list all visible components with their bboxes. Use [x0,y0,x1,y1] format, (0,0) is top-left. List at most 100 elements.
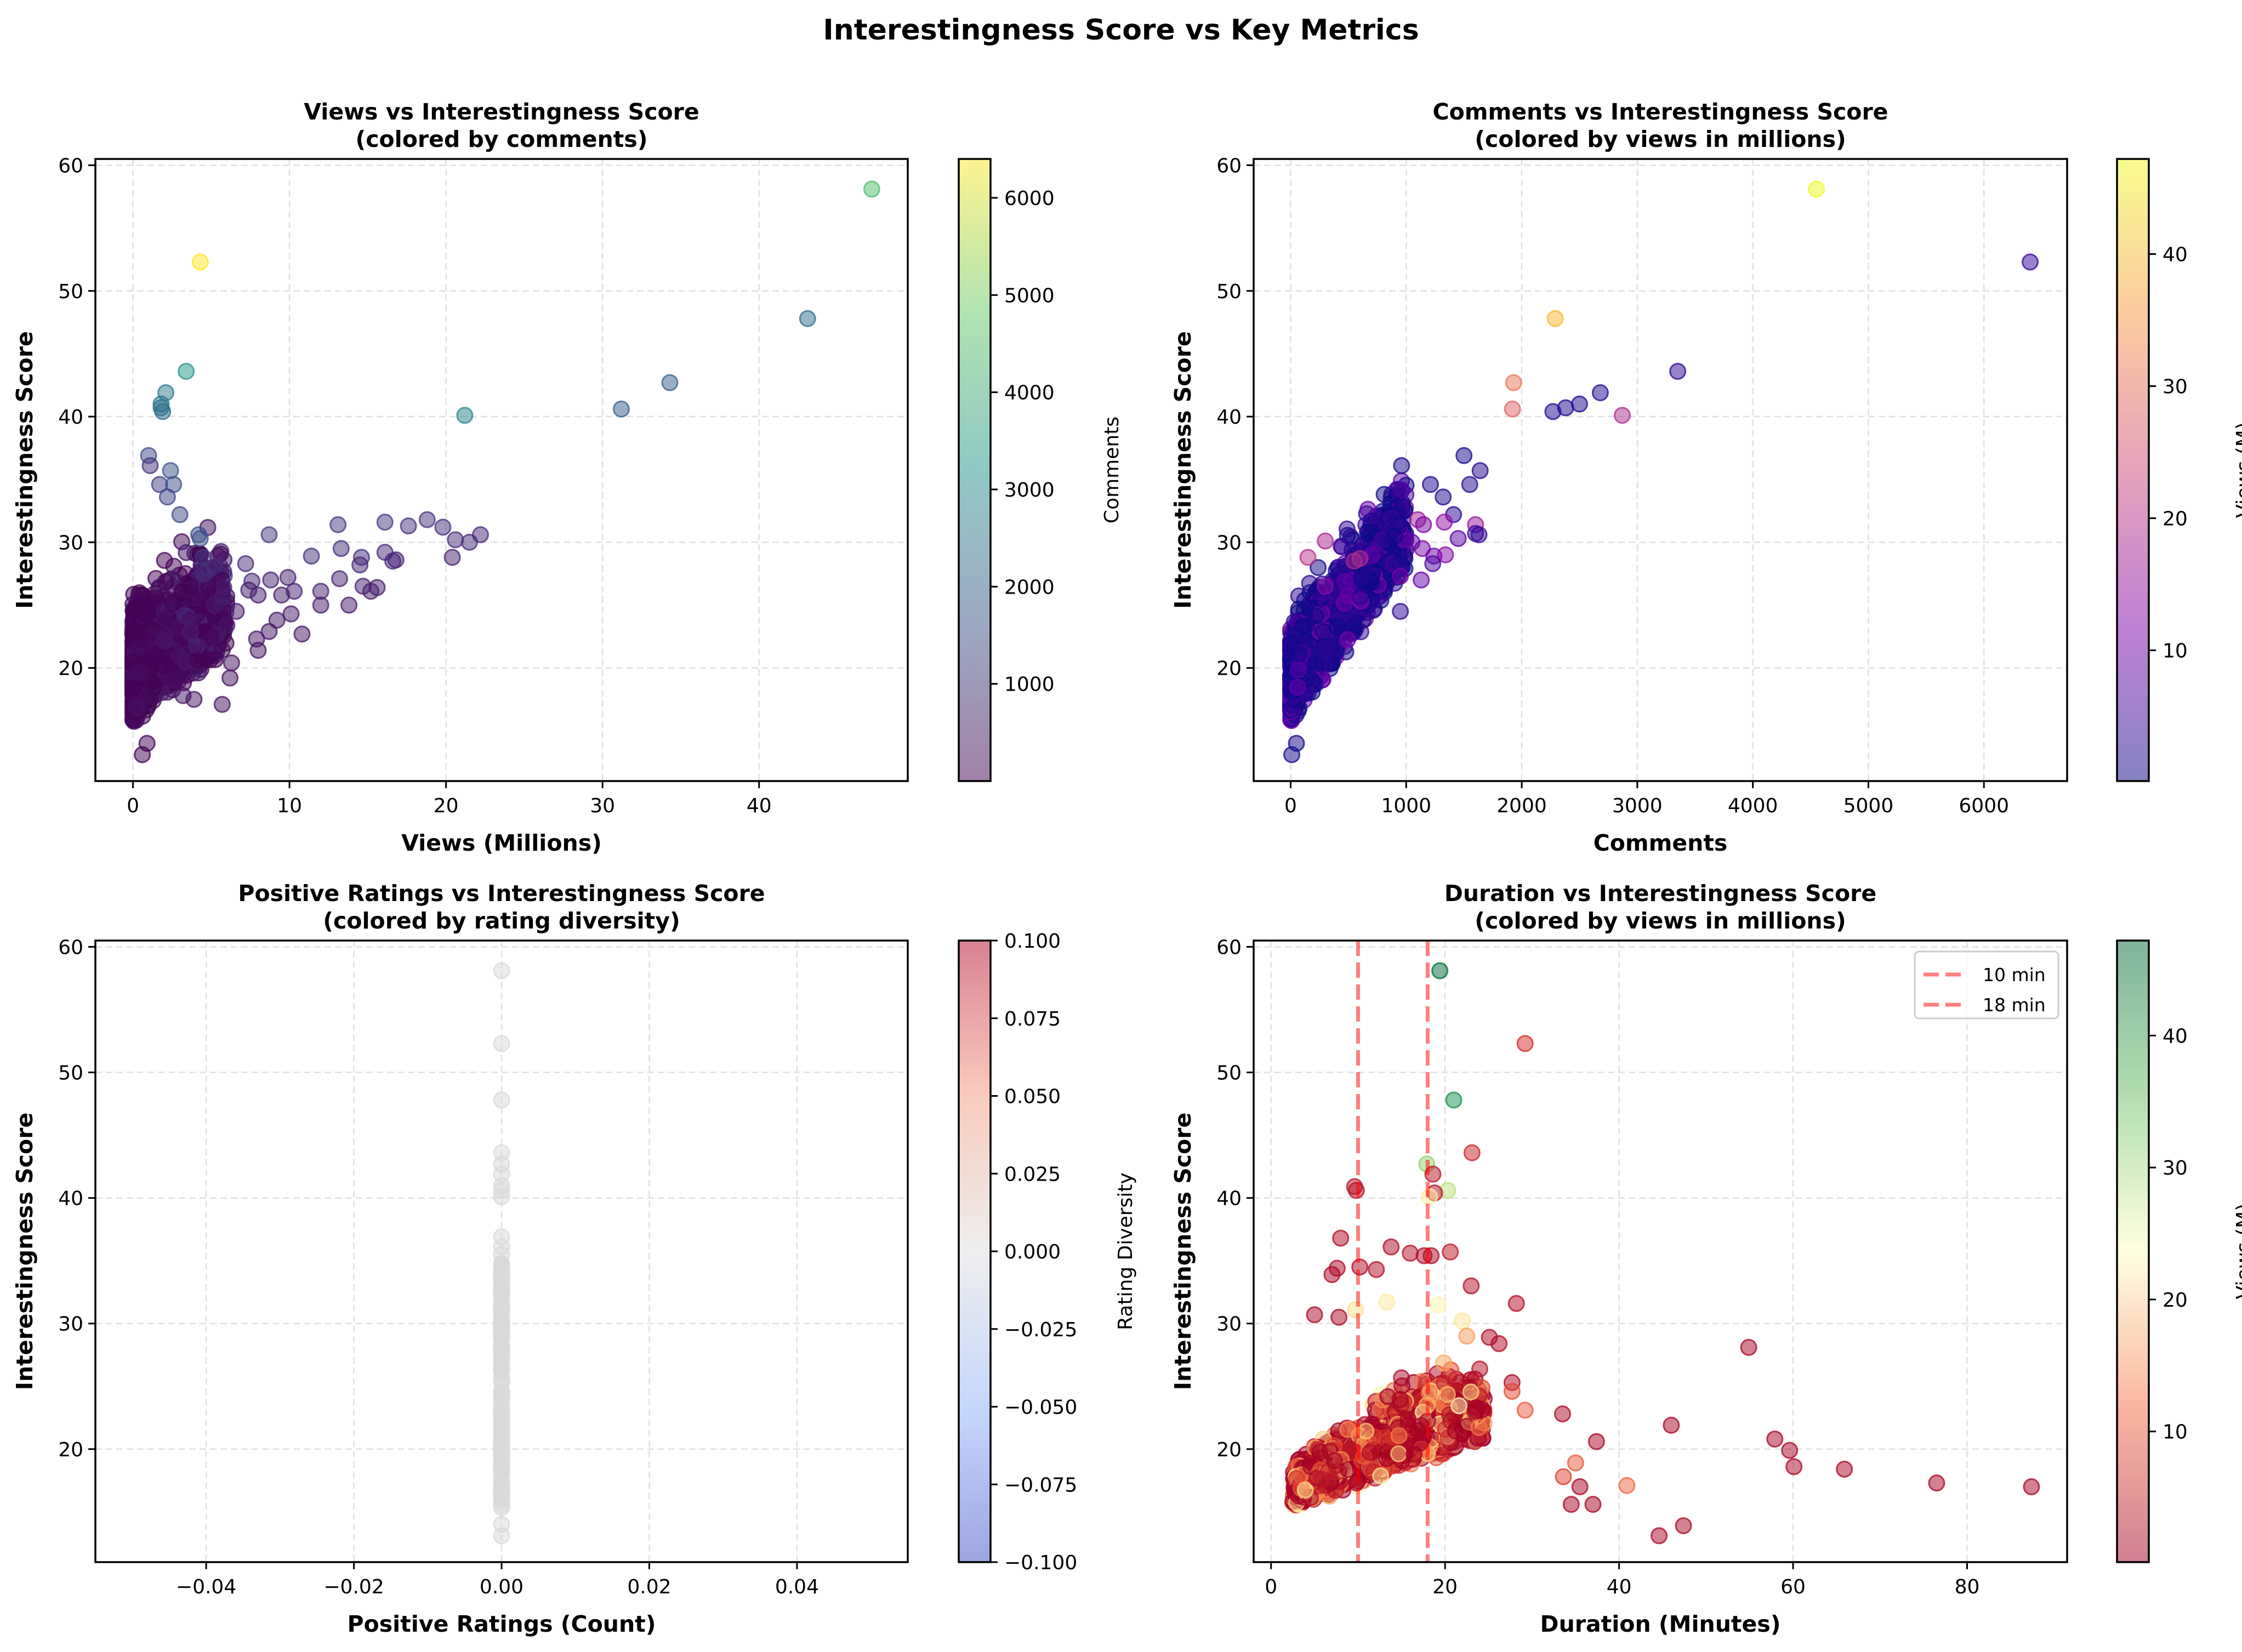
scatter-point [312,596,329,614]
x-tick-label: 0.04 [775,1576,819,1598]
scatter-point-cluster [1288,1470,1305,1488]
scatter-point [447,531,464,549]
figure-suptitle: Interestingness Score vs Key Metrics [823,14,1419,47]
scatter-point-cluster [493,1361,510,1378]
scatter-point [493,1035,510,1052]
scatter-point [158,488,176,506]
scatter-point [1378,1294,1396,1311]
scatter-point [1330,1308,1348,1326]
scatter-points [1284,962,2040,1545]
scatter-point [1669,363,1687,380]
scatter-point [1613,407,1631,424]
subplot-title: Comments vs Interestingness Score [1433,99,1888,125]
colorbar-tick-label: 2000 [1004,576,1055,599]
x-tick-label: −0.02 [323,1576,384,1598]
scatter-point-cluster [1362,523,1380,541]
y-tick-label: 30 [1216,1313,1242,1336]
y-axis-label: Interestingness Score [12,1113,38,1391]
scatter-point-cluster [1282,702,1299,719]
scatter-point [1584,1496,1602,1513]
scatter-point [1618,1477,1636,1494]
scatter-point [1458,1328,1476,1345]
scatter-point [387,551,405,568]
scatter-point [1785,1458,1803,1476]
x-tick-label: 20 [1432,1576,1458,1598]
scatter-point [2022,253,2039,271]
y-tick-label: 40 [58,1188,83,1210]
scatter-point [134,746,151,764]
x-tick-label: 40 [1607,1576,1632,1598]
scatter-point [279,569,297,586]
scatter-point [1413,571,1430,589]
scatter-point-cluster [1394,497,1412,515]
scatter-point [1442,1243,1459,1261]
scatter-point [1463,1277,1480,1295]
colorbar-gradient [959,159,991,781]
scatter-point [303,548,320,565]
subplot-title: Positive Ratings vs Interestingness Scor… [238,880,765,907]
scatter-point [1461,476,1478,493]
colorbar-tick-label: 0.000 [1004,1241,1061,1263]
scatter-point [1928,1474,1945,1492]
scatter-point [293,625,311,643]
scatter-point [1431,962,1449,979]
scatter-point [1555,1468,1572,1485]
scatter-point [1347,1301,1364,1319]
y-tick-label: 60 [58,155,83,177]
scatter-point-cluster [168,669,185,687]
colorbar-tick-label: 0.075 [1004,1008,1061,1030]
scatter-point-cluster [493,1460,510,1477]
scatter-point [1554,1405,1571,1423]
y-tick-label: 20 [1216,1439,1242,1461]
colorbar-frame [2116,939,2150,1563]
scatter-point [456,407,474,424]
subplot-subtitle: (colored by rating diversity) [323,908,680,934]
scatter-point [331,570,348,588]
scatter-point [376,514,394,531]
scatter-point-cluster [1462,1383,1480,1401]
x-tick-label: 3000 [1612,795,1663,817]
scatter-point [273,586,291,604]
subplot-views: Views vs Interestingness Score(colored b… [12,99,1123,856]
scatter-point [1449,529,1467,547]
scatter-point [223,654,240,671]
scatter-point [340,596,358,614]
x-tick-label: 5000 [1843,795,1894,817]
scatter-point [493,1091,510,1109]
scatter-point-cluster [1396,548,1413,565]
scatter-point-cluster [1339,631,1356,648]
scatter-point-cluster [1362,1444,1379,1461]
scatter-point-cluster [142,651,160,668]
colorbar-tick-label: 5000 [1004,284,1055,307]
scatter-point [221,669,239,687]
scatter-point-cluster [203,628,220,645]
colorbar-tick-label: 0.050 [1004,1086,1061,1108]
y-tick-label: 30 [58,1313,83,1336]
scatter-point [799,310,816,327]
scatter-point [237,555,254,572]
y-tick-label: 40 [1216,406,1242,429]
scatter-point [1392,602,1409,620]
scatter-point [195,549,212,566]
scatter-point [1392,567,1409,585]
scatter-point-cluster [128,699,146,716]
scatter-point-cluster [1340,1461,1357,1478]
x-axis-label: Positive Ratings (Count) [348,1611,656,1637]
y-axis-label: Interestingness Score [1170,331,1196,609]
scatter-point [1299,549,1317,566]
y-tick-label: 30 [1216,532,1242,554]
scatter-point-cluster [1339,1421,1356,1438]
scatter-point-cluster [1466,1403,1484,1421]
x-tick-label: 0.02 [627,1576,671,1598]
x-tick-label: 6000 [1959,795,2009,817]
scatter-point-cluster [1333,538,1351,556]
scatter-point [174,687,192,704]
y-tick-label: 50 [1216,281,1242,303]
scatter-point-cluster [156,552,173,569]
scatter-point [443,549,461,566]
y-tick-label: 40 [1216,1188,1242,1210]
x-axis-label: Comments [1594,830,1728,856]
x-tick-label: 0 [1265,1576,1277,1598]
